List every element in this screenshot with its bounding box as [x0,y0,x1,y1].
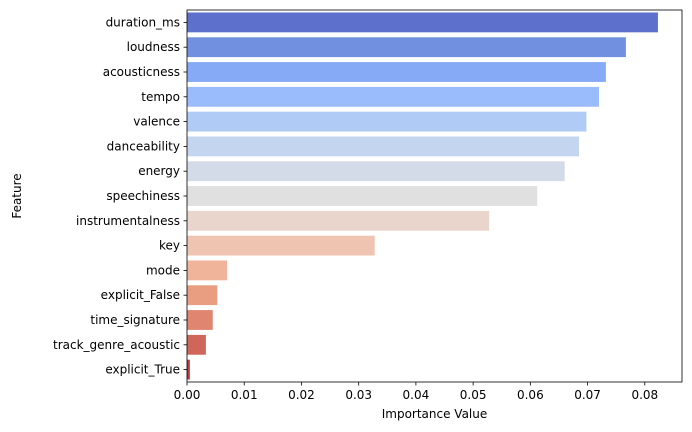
y-tick-label: time_signature [90,313,180,327]
bar-tempo [187,86,600,107]
bar-explicit-True [187,359,190,380]
bar-explicit-False [187,285,218,306]
y-tick-label: tempo [141,90,180,104]
y-tick-label: track_genre_acoustic [53,338,180,352]
bar-duration-ms [187,12,658,33]
y-tick-label: speechiness [106,189,180,203]
x-tick-label: 0.05 [460,388,487,402]
bar-loudness [187,37,626,58]
y-tick-label: duration_ms [106,15,180,29]
y-tick-label: explicit_True [105,363,180,377]
x-tick-label: 0.04 [403,388,430,402]
bar-instrumentalness [187,210,490,231]
y-tick-label: danceability [107,139,180,153]
y-tick-label: acousticness [103,65,180,79]
bar-time-signature [187,310,213,330]
y-tick-label: key [159,239,180,253]
bar-key [187,235,375,256]
bars-layer [187,12,658,380]
x-axis: 0.00 0.01 0.02 0.03 0.04 0.05 0.06 0.07 0.08 [174,382,658,402]
bar-acousticness [187,62,606,82]
x-tick-label: 0.01 [231,388,258,402]
y-axis: duration_ms loudness acousticness tempo vale… [53,15,187,377]
y-tick-label: mode [146,263,180,277]
bar-energy [187,161,565,182]
y-axis-label: Feature [10,173,24,218]
bar-danceability [187,136,579,157]
x-axis-label: Importance Value [382,407,488,421]
bar-mode [187,260,228,281]
y-tick-label: valence [133,115,180,129]
bar-track-genre-acoustic [187,334,206,355]
y-tick-label: explicit_False [101,288,180,302]
y-tick-label: instrumentalness [76,214,180,228]
y-tick-label: energy [138,164,180,178]
x-tick-label: 0.07 [574,388,601,402]
x-tick-label: 0.02 [288,388,315,402]
x-tick-label: 0.03 [345,388,372,402]
bar-speechiness [187,186,538,206]
x-tick-label: 0.08 [631,388,658,402]
bar-valence [187,111,587,132]
x-tick-label: 0.00 [174,388,201,402]
x-tick-label: 0.06 [517,388,544,402]
y-tick-label: loudness [127,40,180,54]
